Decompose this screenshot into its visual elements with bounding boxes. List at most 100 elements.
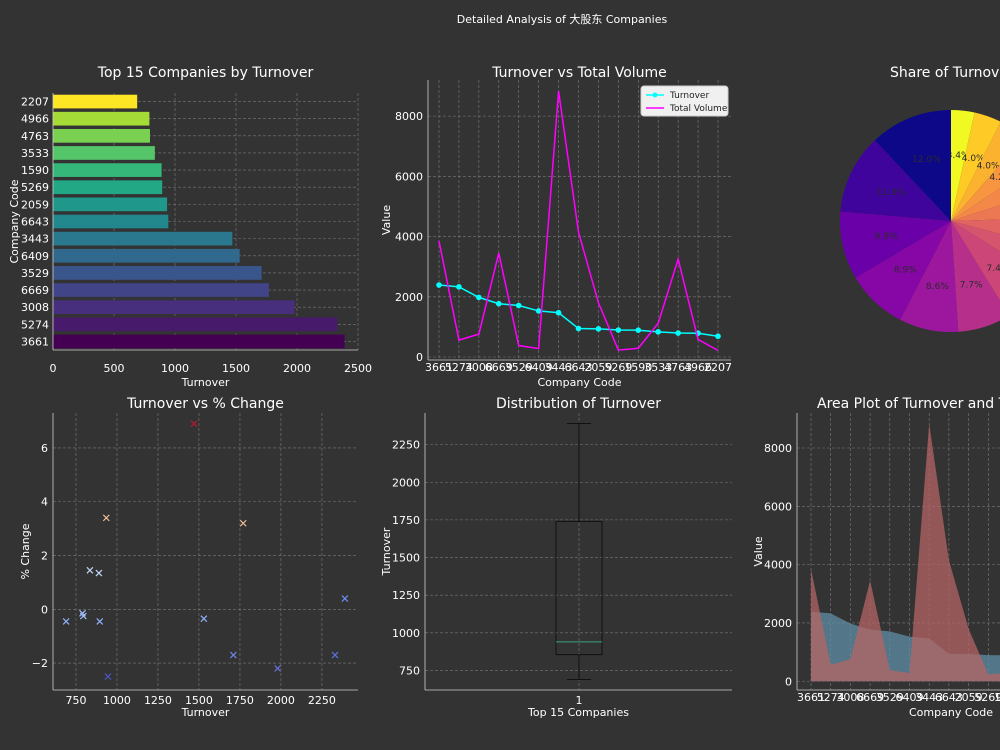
line-point [615,327,622,333]
scatter-point [331,651,339,659]
pie-chart-title: Share of Turnover [890,65,1000,81]
legend-label: Turnover [669,91,709,101]
line-chart-x-tick: 3529 [505,361,533,374]
pie-slice-5269 [951,205,1000,221]
line-chart-x-tick: 5274 [445,361,473,374]
line-chart-x-tick: 2207 [704,361,732,374]
scatter-point [341,595,349,602]
bar-chart: Top 15 Companies by Turnover 0 500 1000 1500… [8,65,372,389]
bar-chart-y-tick: 6409 [21,250,49,263]
box-y-tick: 2000 [392,476,420,489]
pie-pct-label: 11.6% [877,188,906,198]
line-chart-title: Turnover vs Total Volume [491,65,667,81]
scatter-point [62,617,70,625]
scatter-x-tick: 1250 [144,694,172,707]
line-chart: Turnover vs Total Volume 0 2000 4000 6000 800… [380,65,732,389]
pie-slice-4966 [951,112,1000,221]
bar-4763 [53,128,150,143]
line-point [655,329,662,335]
area-series-1 [811,423,1000,682]
line-point [476,294,482,301]
scatter-point [239,519,247,527]
scatter-point [79,609,86,617]
line-chart-xlabel: Company Code [538,376,622,389]
bar-5269 [53,180,163,195]
scatter-point [229,651,237,659]
box-x-tick: 1 [576,694,583,707]
bar-1590 [53,163,162,177]
scatter-point [200,615,208,623]
legend-label: Total Volume [669,104,728,114]
line-point [555,309,562,316]
scatter-point [102,514,110,522]
bar-5274 [53,317,338,332]
area-ylabel: Value [752,536,765,566]
bar-chart-y-tick: 4763 [21,130,49,143]
line-point [675,330,681,336]
line-chart-x-tick: 4966 [684,361,712,374]
scatter-point [190,420,198,428]
bar-3008 [53,300,295,315]
box-y-tick: 1000 [392,627,420,640]
bar-6409 [53,248,240,263]
line-chart-x-tick: 6409 [525,361,553,374]
area-y-tick: 2000 [764,617,792,630]
bar-chart-y-tick: 5274 [21,318,49,331]
scatter-point [96,617,104,625]
scatter-ylabel: % Change [19,523,32,579]
pie-pct-label: 7.7% [960,280,983,290]
bar-3533 [53,146,155,160]
scatter-point [274,665,282,672]
line-point [575,325,582,332]
bar-chart-x-tick: 2000 [283,362,311,375]
bar-chart-y-tick: 3008 [21,301,49,314]
bar-chart-title: Top 15 Companies by Turnover [97,65,314,81]
bar-chart-y-tick: 3529 [21,267,49,280]
line-chart-x-tick: 3443 [545,361,573,374]
scatter-x-tick: 1500 [185,694,213,707]
area-y-tick: 8000 [764,442,792,455]
bar-3443 [53,231,233,246]
bar-chart-y-tick: 5269 [21,181,49,194]
pie-pct-label: 9.9% [875,232,898,242]
line-point [456,284,462,290]
bar-chart-y-tick: 6669 [21,284,49,297]
bar-6643 [53,214,169,229]
area-xlabel: Company Code [909,706,993,719]
legend-marker [652,92,658,98]
area-x-tick: 2059 [955,691,983,704]
bar-chart-x-tick: 1000 [161,362,189,375]
scatter-x-tick: 1000 [103,694,131,707]
area-chart: Area Plot of Turnover and T 0 2000 4000 6000… [752,396,1000,719]
pie-pct-label: 8.9% [894,266,917,276]
line-chart-x-tick: 2059 [584,361,612,374]
area-x-tick: 1590 [994,691,1000,704]
pie-pct-label: 12.0% [912,155,941,165]
scatter-point [104,673,112,680]
scatter-x-tick: 2000 [267,694,295,707]
pie-slice-2207 [951,110,975,221]
scatter-x-tick: 2250 [308,694,336,707]
line-point [635,327,642,333]
box-chart: Distribution of Turnover 750 1000 1250 1500 1… [380,396,732,719]
line-chart-x-tick: 3661 [425,361,453,374]
pie-slice-3533 [951,164,1000,221]
pie-slice-3661 [874,110,951,221]
pie-slice-2059 [951,219,1000,235]
bar-chart-y-tick: 3443 [21,233,49,246]
scatter-x-tick: 1750 [226,694,254,707]
area-x-tick: 5269 [974,691,1000,704]
area-y-tick: 0 [785,675,792,688]
line-chart-y-tick: 8000 [395,110,423,123]
box-y-tick: 1250 [392,589,420,602]
bar-chart-y-tick: 3661 [21,335,49,348]
scatter-point [95,569,103,577]
pie-pct-label: 8.6% [926,282,949,292]
bar-chart-y-tick: 2059 [21,198,49,211]
line-point [535,308,542,314]
box-y-tick: 1750 [392,514,420,527]
box-y-tick: 1500 [392,552,420,565]
bar-chart-ylabel: Company Code [8,179,21,263]
line-chart-x-tick: 3008 [465,361,493,374]
